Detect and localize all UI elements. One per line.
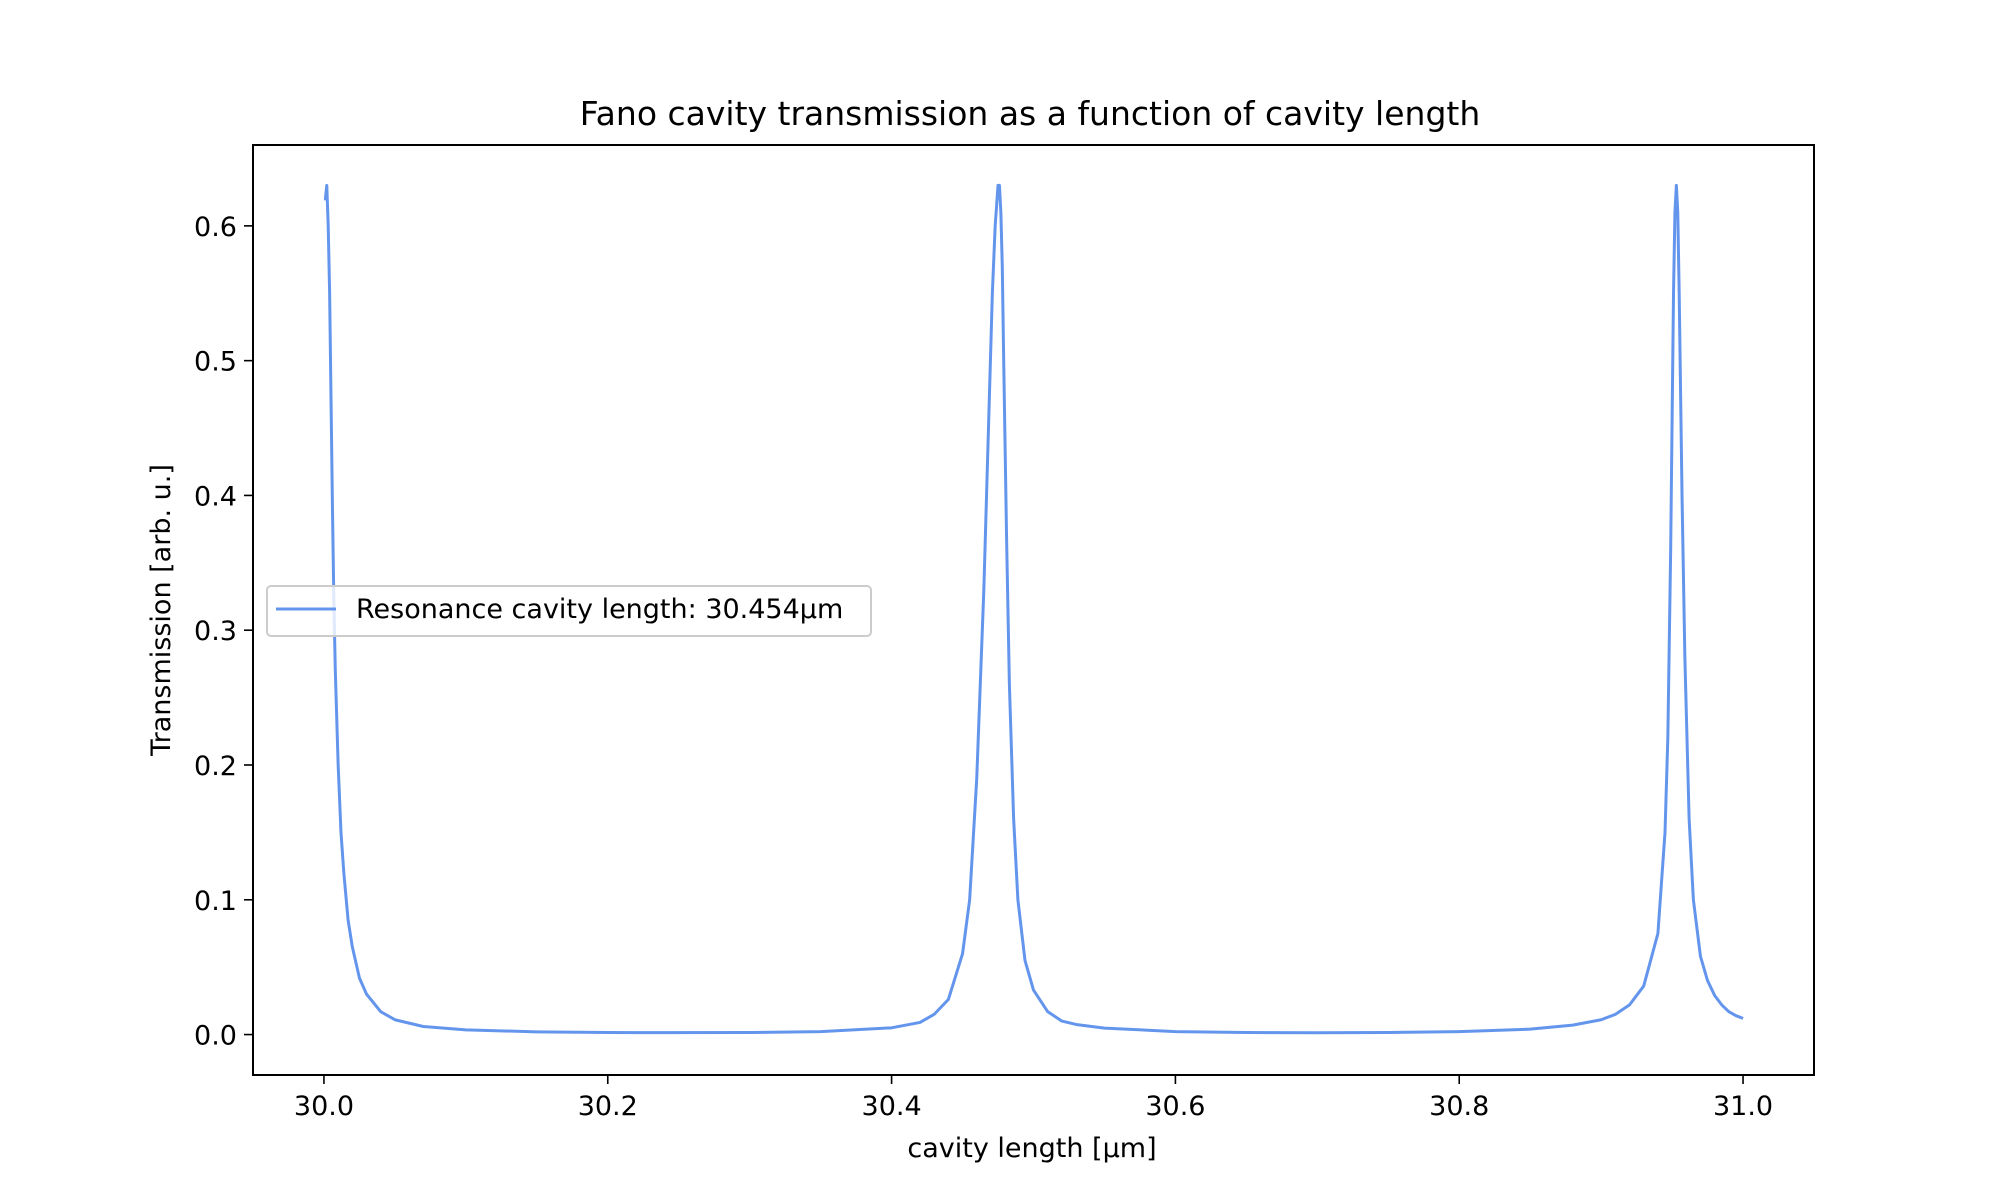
x-tick-label: 30.8 [1429, 1091, 1489, 1122]
x-tick-label: 31.0 [1713, 1091, 1773, 1122]
x-tick-label: 30.4 [862, 1091, 922, 1122]
x-tick-label: 30.0 [294, 1091, 354, 1122]
y-tick-label: 0.2 [194, 751, 237, 782]
y-tick-label: 0.3 [194, 616, 237, 647]
series-line-0 [323, 183, 1744, 1035]
legend-box [266, 585, 872, 637]
y-axis: 0.0 0.1 0.2 0.3 0.4 0.5 0.6 [194, 212, 253, 1052]
legend-label: Resonance cavity length: 30.454µm [356, 594, 843, 625]
y-tick-label: 0.5 [194, 347, 237, 378]
legend: Resonance cavity length: 30.454µm [266, 585, 872, 637]
x-axis-label: cavity length [µm] [907, 1133, 1156, 1164]
x-tick-label: 30.6 [1145, 1091, 1205, 1122]
y-tick-label: 0.1 [194, 886, 237, 917]
x-tick-label: 30.2 [578, 1091, 638, 1122]
y-tick-label: 0.6 [194, 212, 237, 243]
chart-title: Fano cavity transmission as a function o… [580, 94, 1481, 133]
y-axis-label: Transmission [arb. u.] [146, 464, 177, 757]
axes-frame [252, 144, 1815, 1076]
plot-area [323, 183, 1744, 1035]
y-tick-label: 0.4 [194, 481, 237, 512]
x-axis: 30.0 30.2 30.4 30.6 30.8 31.0 [294, 1075, 1773, 1122]
y-tick-label: 0.0 [194, 1021, 237, 1052]
